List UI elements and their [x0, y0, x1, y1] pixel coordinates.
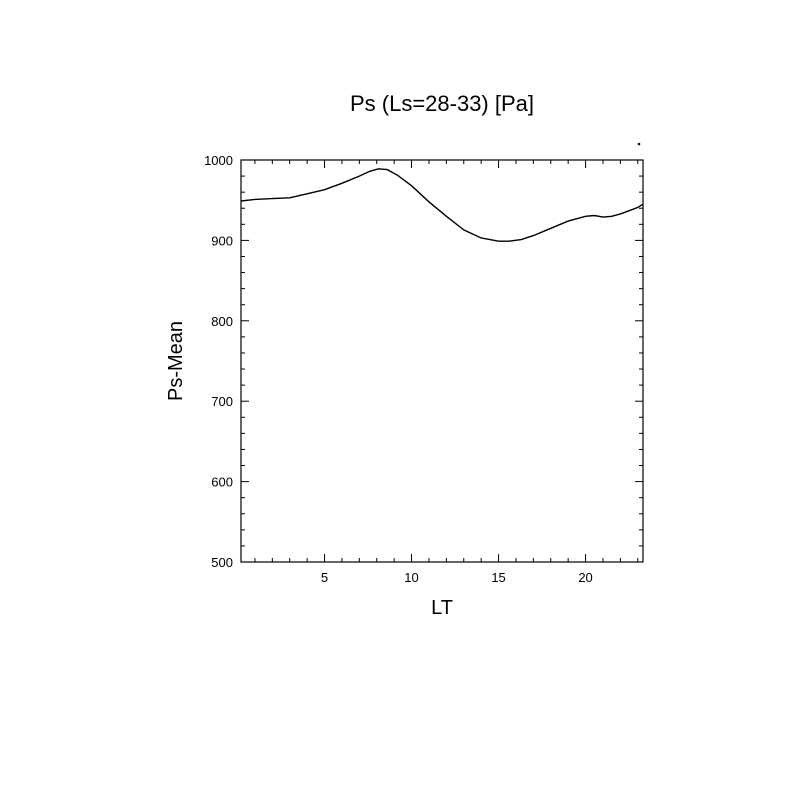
y-tick-label: 700 [211, 394, 233, 409]
x-tick-label: 5 [321, 570, 328, 585]
y-axis: 500 600 700 800 900 1000 [204, 153, 643, 570]
y-axis-title: Ps-Mean [165, 321, 187, 401]
y-tick-label: 1000 [204, 153, 233, 168]
x-tick-label: 20 [578, 570, 592, 585]
y-tick-label: 900 [211, 233, 233, 248]
chart-title: Ps (Ls=28-33) [Pa] [350, 91, 534, 116]
y-tick-label: 600 [211, 475, 233, 490]
corner-dot [637, 142, 641, 146]
x-tick-label: 15 [491, 570, 505, 585]
plot-frame [240, 159, 644, 563]
x-tick-label: 10 [404, 570, 418, 585]
plot-border [240, 159, 644, 563]
y-tick-label: 500 [211, 555, 233, 570]
series-line [240, 168, 644, 242]
y-tick-label: 800 [211, 314, 233, 329]
x-axis-title: LT [431, 597, 453, 619]
x-axis: 5 10 15 20 [254, 160, 639, 585]
